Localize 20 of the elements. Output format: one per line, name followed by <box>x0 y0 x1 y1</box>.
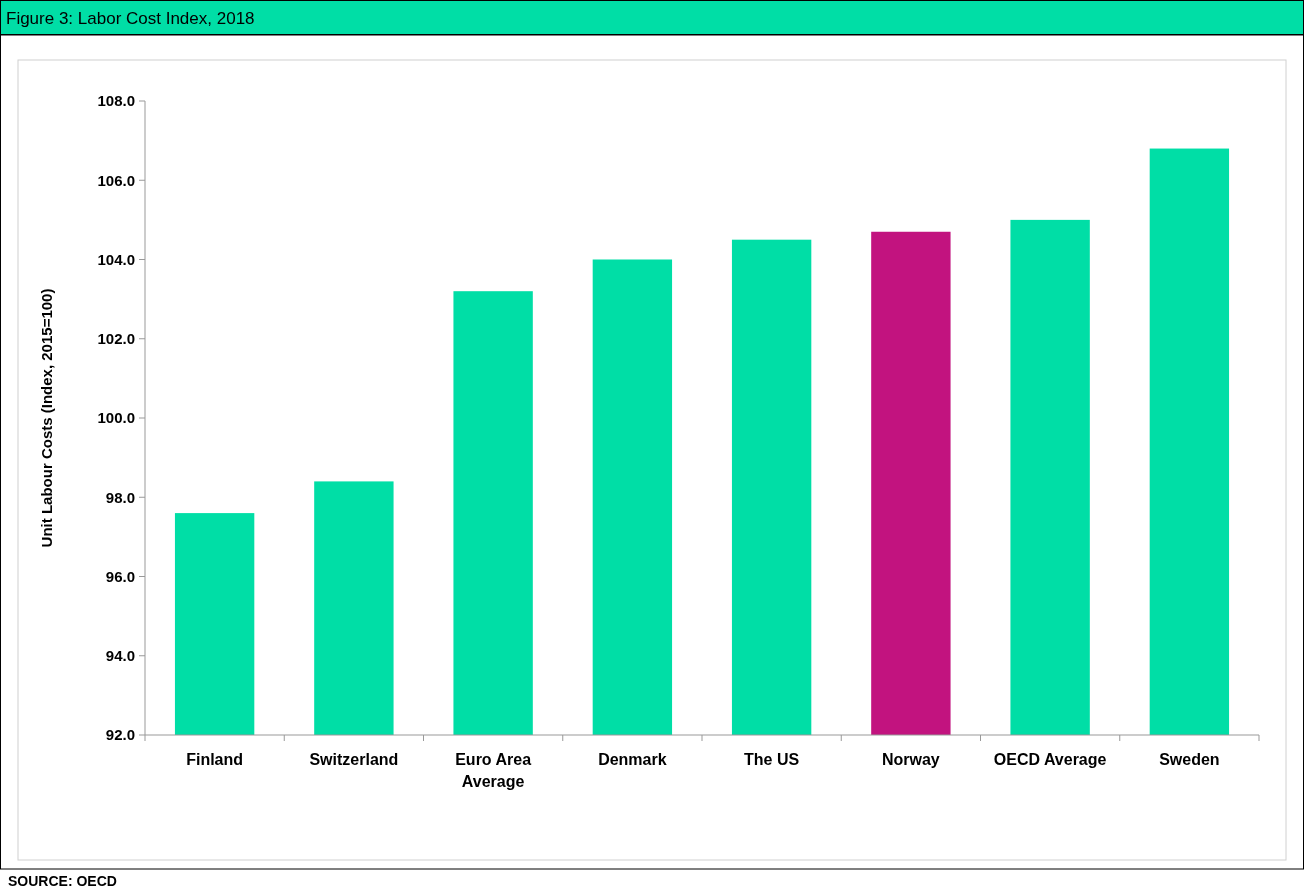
y-axis-title: Unit Labour Costs (Index, 2015=100) <box>38 288 55 548</box>
x-tick-label: Switzerland <box>309 751 399 768</box>
x-tick-label: Euro Area Average <box>455 751 532 790</box>
y-tick-label: 100.0 <box>97 409 135 427</box>
x-tick-label: OECD Average <box>993 751 1107 768</box>
y-tick-label: 106.0 <box>97 171 135 189</box>
x-tick-label: Denmark <box>598 751 667 768</box>
y-tick-label: 104.0 <box>97 250 135 268</box>
y-tick-label: 98.0 <box>105 488 135 506</box>
source-note: SOURCE: OECD <box>8 873 117 889</box>
x-tick-label: The US <box>744 751 800 768</box>
y-tick-label: 94.0 <box>105 647 135 664</box>
x-tick-label: Sweden <box>1159 751 1220 768</box>
y-tick-label: 92.0 <box>105 726 135 744</box>
chart-title: Figure 3: Labor Cost Index, 2018 <box>6 9 255 28</box>
x-tick-label: Finland <box>186 751 244 768</box>
y-tick-label: 96.0 <box>105 567 135 585</box>
y-tick-label: 108.0 <box>97 92 135 110</box>
y-tick-label: 102.0 <box>97 330 135 347</box>
x-tick-label: Norway <box>881 751 940 768</box>
